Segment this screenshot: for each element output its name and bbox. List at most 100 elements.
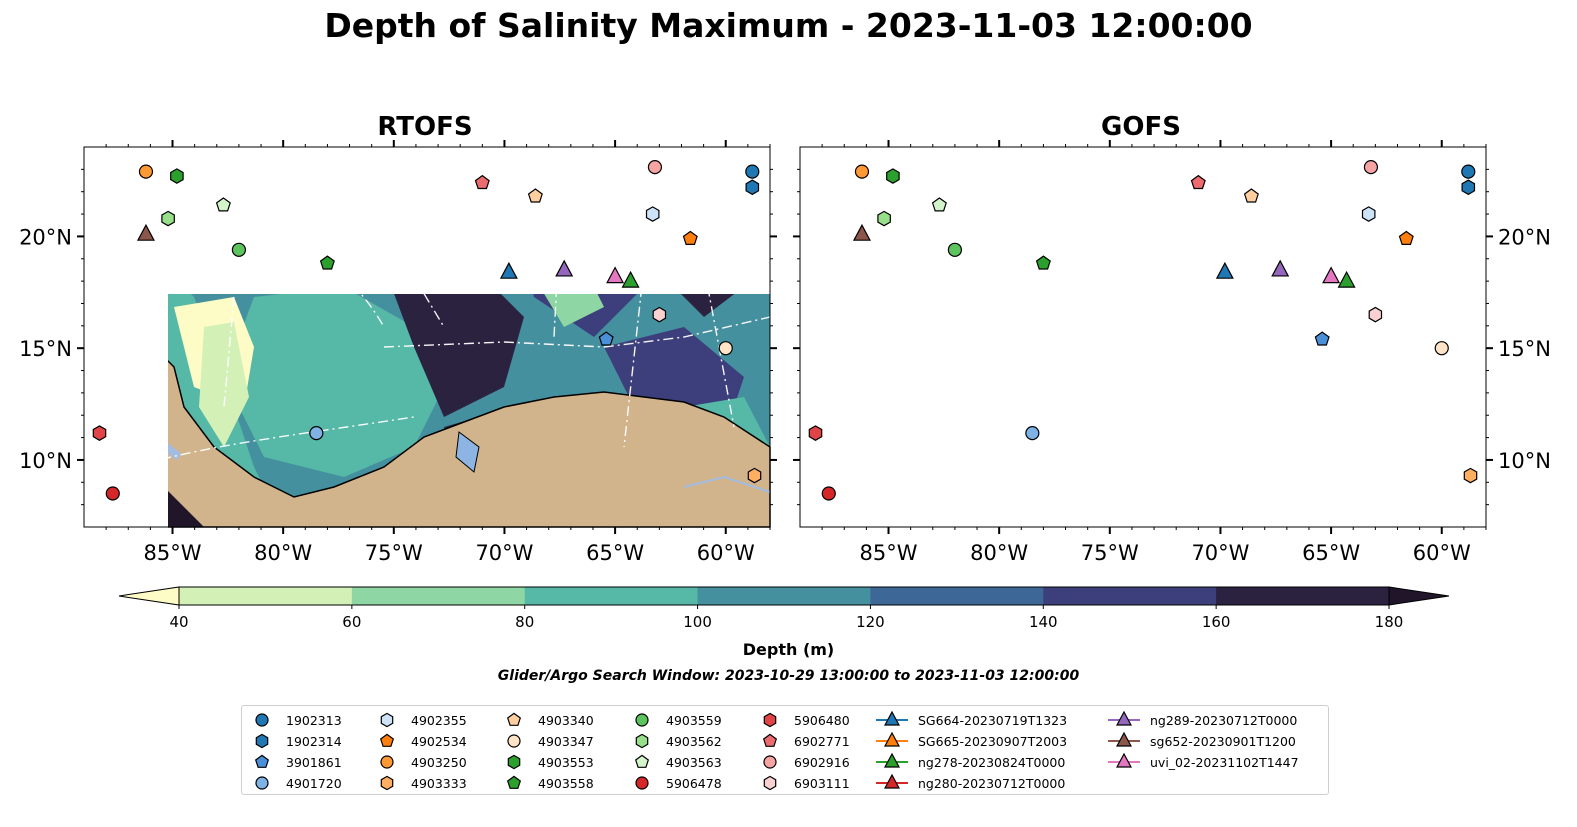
legend-label: SG664-20230719T1323 [918, 713, 1067, 728]
argo-marker-1902314 [745, 179, 760, 196]
argo-marker-4903347 [718, 341, 733, 356]
colorbar-extend-max [1388, 586, 1450, 606]
legend-label: 5906480 [794, 713, 850, 728]
argo-marker-4903559 [947, 242, 963, 257]
legend-label: 6902771 [794, 734, 850, 749]
legend-marker-4902355 [380, 712, 394, 728]
colorbar-tick-label: 140 [1029, 613, 1058, 631]
legend-label: SG665-20230907T2003 [918, 734, 1067, 749]
legend-label: ng289-20230712T0000 [1150, 713, 1297, 728]
colorbar: 40 60 80 100 120 140 160 180 [118, 586, 1450, 631]
legend-label: 4903562 [666, 734, 722, 749]
argo-marker-4901720 [309, 426, 324, 441]
legend-marker-4903347 [507, 734, 521, 748]
legend-label: 4903250 [411, 755, 467, 770]
legend-track-marker [883, 731, 901, 747]
legend-marker-4903562 [635, 733, 649, 749]
x-tick-label-rtofs: 60°W [697, 541, 755, 565]
legend-label: 5906478 [666, 776, 722, 791]
glider-marker-sg652-20230901T1200 [136, 223, 155, 241]
argo-marker-4901720 [1025, 426, 1040, 441]
argo-marker-6902771 [474, 174, 490, 190]
x-tick-label-rtofs: 80°W [254, 541, 312, 565]
argo-marker-4903340 [1243, 188, 1259, 203]
rtofs-map [168, 294, 771, 528]
y-tick-label-left: 10°N [19, 449, 72, 473]
glider-marker-ng289-20230712T0000 [555, 259, 574, 277]
legend-label: sg652-20230901T1200 [1150, 734, 1296, 749]
colorbar-label: Depth (m) [742, 640, 835, 659]
colorbar-tick-label: 40 [169, 613, 188, 631]
colorbar-tick-label: 120 [856, 613, 885, 631]
figure-title: Depth of Salinity Maximum - 2023-11-03 1… [324, 6, 1253, 45]
legend-label: 4903563 [666, 755, 722, 770]
argo-marker-4903250 [138, 164, 154, 179]
glider-marker-uvi_02-20231102T1447 [1322, 266, 1341, 284]
x-tick-label-rtofs: 70°W [475, 541, 533, 565]
glider-marker-ng289-20230712T0000 [1271, 259, 1290, 277]
colorbar-segment [870, 587, 1044, 605]
x-tick-label-gofs: 60°W [1413, 541, 1471, 565]
y-tick-label-left: 15°N [19, 337, 72, 361]
argo-marker-4903340 [527, 188, 543, 203]
legend-track-marker [1115, 710, 1133, 726]
argo-marker-3901861 [1314, 331, 1330, 346]
y-tick-label-right: 15°N [1498, 337, 1551, 361]
legend-marker-4903563 [634, 754, 650, 768]
legend-label: 4903558 [538, 776, 594, 791]
legend-track-marker [883, 773, 901, 789]
argo-marker-4903559 [231, 242, 247, 257]
colorbar-tick-label: 160 [1202, 613, 1231, 631]
argo-marker-4903562 [877, 210, 891, 227]
legend-marker-4903250 [380, 755, 394, 769]
argo-marker-4902355 [645, 206, 660, 222]
legend-track-marker [1115, 731, 1133, 747]
legend-marker-5906478 [635, 776, 649, 790]
argo-marker-5906480 [92, 425, 107, 441]
argo-marker-5906480 [808, 425, 823, 441]
legend-marker-3901861 [254, 754, 270, 768]
argo-marker-4902355 [1361, 206, 1376, 222]
glider-marker-SG664-20230719T1323 [1215, 261, 1234, 279]
x-tick-label-rtofs: 75°W [365, 541, 423, 565]
legend-marker-4903558 [506, 775, 522, 789]
legend-marker-4901720 [255, 776, 269, 790]
legend-label: 4903553 [538, 755, 594, 770]
legend-label: 4903333 [411, 776, 467, 791]
legend-label: ng278-20230824T0000 [918, 755, 1065, 770]
map-panels: 85°W 80°W 75°W 70°W 65°W 60°W 10°N 15°N 20°N 85°W… [19, 140, 1551, 565]
legend-label: uvi_02-20231102T1447 [1150, 755, 1299, 770]
argo-marker-4902534 [682, 230, 698, 245]
glider-marker-sg652-20230901T1200 [852, 223, 871, 241]
x-tick-label-gofs: 70°W [1191, 541, 1249, 565]
argo-marker-4903553 [886, 168, 900, 184]
x-tick-label-gofs: 75°W [1081, 541, 1139, 565]
x-tick-label-gofs: 85°W [860, 541, 918, 565]
x-tick-label-rtofs: 85°W [144, 541, 202, 565]
argo-marker-5906478 [821, 486, 836, 501]
argo-marker-4902534 [1398, 230, 1414, 245]
argo-marker-3901861 [598, 331, 614, 346]
legend-marker-5906480 [763, 712, 777, 728]
colorbar-tick-label: 180 [1375, 613, 1404, 631]
legend-label: 6903111 [794, 776, 850, 791]
glider-marker-SG664-20230719T1323 [499, 261, 518, 279]
argo-marker-6902916 [647, 160, 663, 175]
colorbar-segment [1043, 587, 1217, 605]
y-tick-label-right: 20°N [1498, 225, 1551, 249]
legend-label: 4902355 [411, 713, 467, 728]
argo-marker-6903111 [1368, 306, 1383, 323]
legend-label: 1902314 [286, 734, 342, 749]
legend-label: 4903559 [666, 713, 722, 728]
argo-marker-4903333 [1463, 467, 1478, 484]
legend-label: 4903340 [538, 713, 594, 728]
legend-label: 3901861 [286, 755, 342, 770]
colorbar-tick-label: 100 [683, 613, 712, 631]
colorbar-segment [524, 587, 699, 605]
legend-track-marker [1115, 752, 1133, 768]
legend-marker-1902313 [255, 713, 269, 727]
argo-marker-4903250 [854, 164, 870, 179]
panel-title-gofs: GOFS [1101, 112, 1181, 142]
legend-marker-6902916 [763, 755, 777, 769]
colorbar-extend-min [118, 586, 180, 606]
